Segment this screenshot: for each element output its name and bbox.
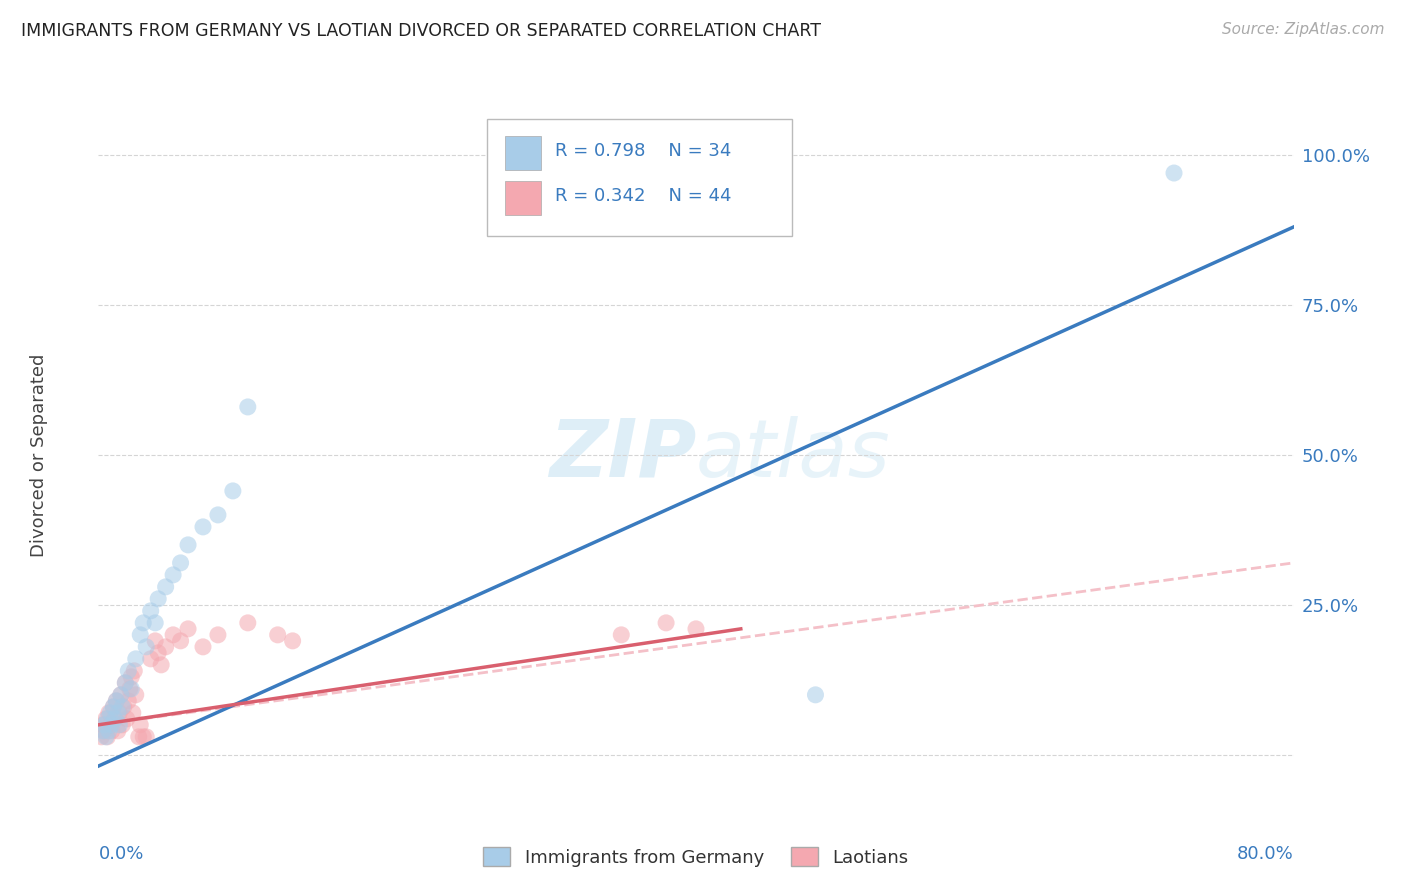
Point <box>112 699 135 714</box>
Point <box>222 483 245 498</box>
Point <box>97 723 120 738</box>
Point <box>91 723 114 738</box>
Text: 0.0%: 0.0% <box>98 845 143 863</box>
Point <box>108 706 131 720</box>
Text: IMMIGRANTS FROM GERMANY VS LAOTIAN DIVORCED OR SEPARATED CORRELATION CHART: IMMIGRANTS FROM GERMANY VS LAOTIAN DIVOR… <box>21 22 821 40</box>
Text: Source: ZipAtlas.com: Source: ZipAtlas.com <box>1222 22 1385 37</box>
Point <box>162 567 184 582</box>
Point <box>105 694 128 708</box>
Point <box>110 688 132 702</box>
Point <box>139 652 162 666</box>
Point <box>104 712 127 726</box>
Text: atlas: atlas <box>696 416 891 494</box>
Point <box>111 699 134 714</box>
Point <box>100 718 122 732</box>
Point <box>169 633 191 648</box>
Point <box>125 652 148 666</box>
Point <box>177 538 200 552</box>
Point <box>117 694 139 708</box>
Point <box>91 718 114 732</box>
Point <box>125 688 148 702</box>
Point <box>103 699 125 714</box>
Point <box>129 628 152 642</box>
Point <box>104 712 127 726</box>
Point <box>94 712 117 726</box>
Point <box>191 640 214 654</box>
Point <box>96 712 118 726</box>
Text: R = 0.342    N = 44: R = 0.342 N = 44 <box>555 187 731 205</box>
Point <box>93 718 115 732</box>
Point <box>143 615 166 630</box>
Point <box>118 681 141 696</box>
Point <box>155 580 177 594</box>
Point <box>129 718 152 732</box>
Point <box>111 718 134 732</box>
Text: ZIP: ZIP <box>548 416 696 494</box>
FancyBboxPatch shape <box>505 136 540 169</box>
Point <box>120 670 142 684</box>
Text: R = 0.798    N = 34: R = 0.798 N = 34 <box>555 142 731 160</box>
Point <box>135 640 157 654</box>
Point <box>132 730 155 744</box>
Point <box>107 706 129 720</box>
Point <box>115 712 138 726</box>
Point <box>610 628 633 642</box>
Point <box>128 730 150 744</box>
Point <box>94 730 117 744</box>
Point <box>207 628 229 642</box>
Text: 80.0%: 80.0% <box>1237 845 1294 863</box>
Point <box>90 730 112 744</box>
Point <box>148 646 170 660</box>
Point <box>150 657 173 672</box>
Point <box>101 718 124 732</box>
Point <box>162 628 184 642</box>
Point <box>236 615 259 630</box>
Point <box>148 591 170 606</box>
Point <box>124 664 146 678</box>
Point <box>155 640 177 654</box>
Point <box>96 730 118 744</box>
Point <box>107 723 129 738</box>
Point <box>169 556 191 570</box>
Point <box>121 706 143 720</box>
Point <box>97 706 120 720</box>
Point <box>143 633 166 648</box>
Point <box>655 615 678 630</box>
Point <box>267 628 290 642</box>
Point <box>101 723 124 738</box>
FancyBboxPatch shape <box>486 119 792 235</box>
Point <box>120 681 142 696</box>
Point <box>114 676 136 690</box>
Point <box>105 694 128 708</box>
Point <box>100 706 122 720</box>
Point <box>804 688 827 702</box>
Point <box>139 604 162 618</box>
Point <box>114 676 136 690</box>
Point <box>110 688 132 702</box>
Point <box>685 622 707 636</box>
FancyBboxPatch shape <box>505 181 540 215</box>
Point <box>281 633 304 648</box>
Point <box>236 400 259 414</box>
Point <box>207 508 229 522</box>
Legend: Immigrants from Germany, Laotians: Immigrants from Germany, Laotians <box>477 840 915 874</box>
Point <box>132 615 155 630</box>
Point <box>191 520 214 534</box>
Point <box>177 622 200 636</box>
Text: Divorced or Separated: Divorced or Separated <box>30 353 48 557</box>
Point <box>93 723 115 738</box>
Point <box>135 730 157 744</box>
Point <box>117 664 139 678</box>
Point <box>103 699 125 714</box>
Point <box>108 718 131 732</box>
Point <box>1163 166 1185 180</box>
